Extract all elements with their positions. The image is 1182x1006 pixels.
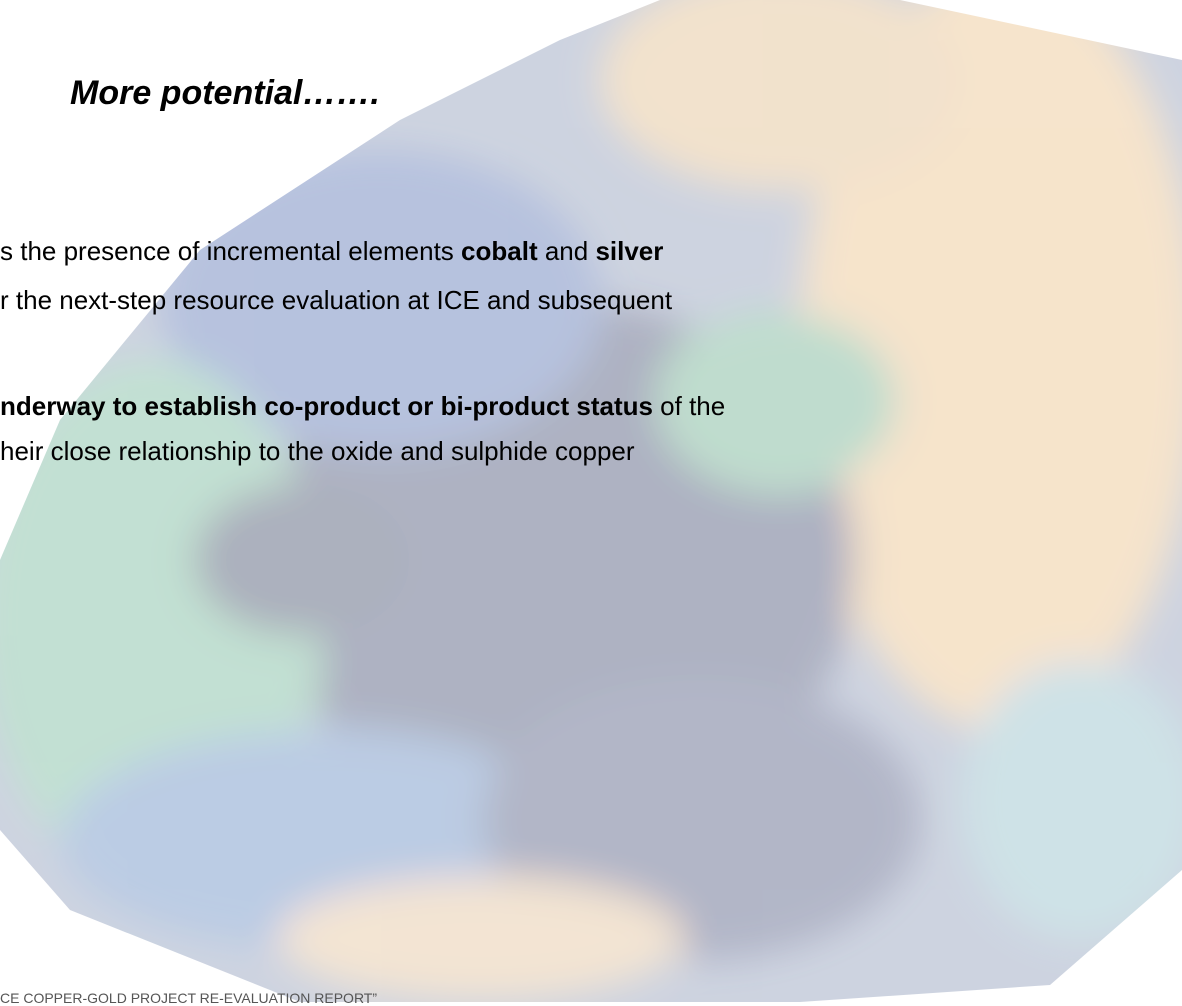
slide-title: More potential……. (70, 74, 380, 113)
bullet-line: nderway to establish co-product or bi-pr… (0, 391, 725, 422)
background-image (0, 0, 1182, 1002)
bullet-line: r the next-step resource evaluation at I… (0, 285, 672, 316)
text: and (538, 236, 596, 266)
slide: {"title": "More potential…….", "lines": … (0, 0, 1182, 1002)
text: heir close relationship to the oxide and… (0, 436, 635, 466)
text: s the presence of incremental elements (0, 236, 461, 266)
bullet-line: heir close relationship to the oxide and… (0, 436, 635, 467)
footer: CE COPPER-GOLD PROJECT RE-EVALUATION REP… (0, 990, 377, 1006)
text: r the next-step resource evaluation at I… (0, 285, 672, 315)
bullet-line: s the presence of incremental elements c… (0, 236, 663, 267)
text: of the (653, 391, 725, 421)
bold-text: nderway to establish co-product or bi-pr… (0, 391, 653, 421)
bold-text: cobalt (461, 236, 538, 266)
bold-text: silver (595, 236, 663, 266)
